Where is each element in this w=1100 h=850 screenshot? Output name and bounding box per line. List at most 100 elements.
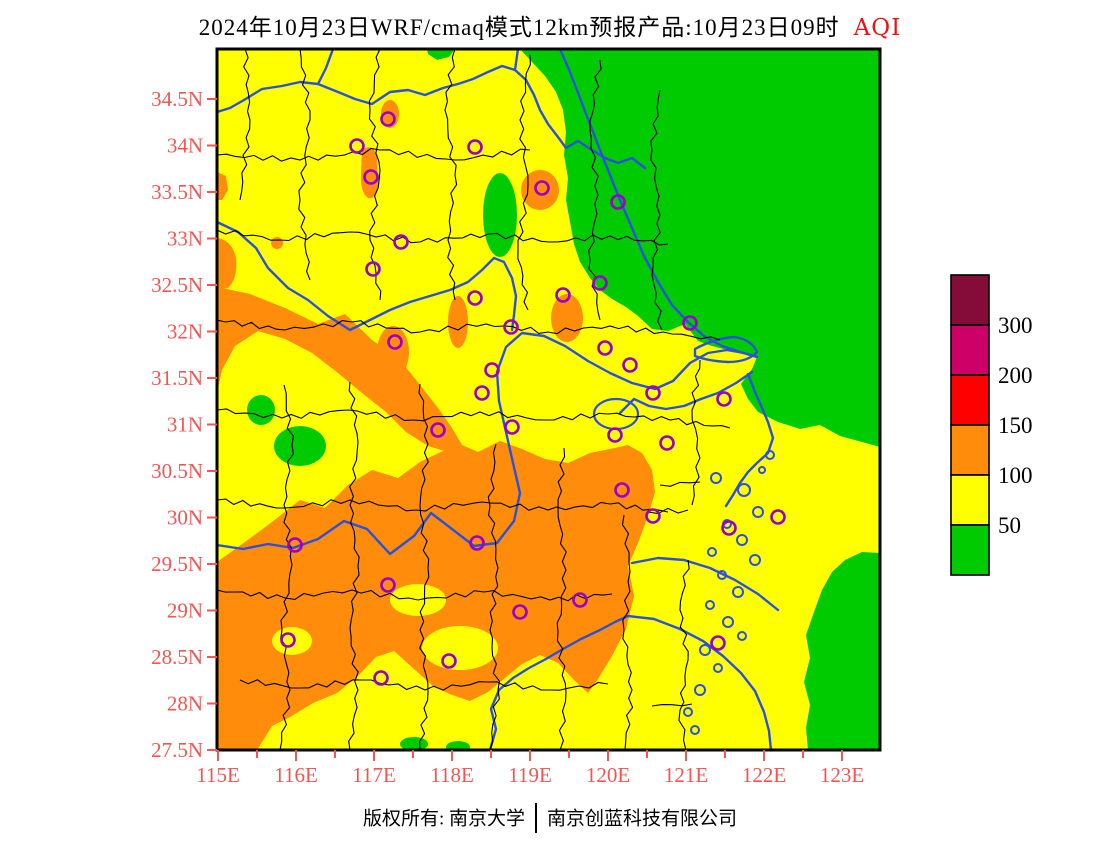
city-marker bbox=[365, 261, 381, 277]
county-boundary bbox=[517, 54, 531, 311]
county-boundary bbox=[217, 319, 721, 341]
legend-swatch bbox=[950, 524, 990, 576]
lat-tick-label: 30N bbox=[167, 506, 203, 530]
city-marker bbox=[280, 632, 296, 648]
copyright-footer: 版权所有: 南京大学 南京创蓝科技有限公司 bbox=[0, 803, 1100, 837]
island-outline bbox=[765, 450, 775, 460]
county-boundary bbox=[298, 49, 311, 281]
river bbox=[724, 372, 775, 508]
legend-label: 50 bbox=[998, 513, 1021, 538]
island-outline bbox=[717, 570, 727, 580]
city-marker bbox=[349, 138, 365, 154]
lat-tick-label: 28N bbox=[167, 692, 203, 716]
city-marker bbox=[607, 427, 623, 443]
city-marker bbox=[393, 234, 409, 250]
city-marker bbox=[467, 290, 483, 306]
river bbox=[217, 220, 518, 332]
city-marker bbox=[430, 422, 446, 438]
aqi-region bbox=[520, 49, 880, 447]
island-outline bbox=[690, 725, 700, 735]
city-marker bbox=[682, 315, 698, 331]
river bbox=[693, 335, 759, 364]
county-boundary bbox=[239, 49, 251, 201]
legend-label: 100 bbox=[998, 463, 1033, 488]
legend-swatch bbox=[950, 474, 990, 526]
island-outline bbox=[732, 586, 744, 598]
city-marker bbox=[572, 592, 588, 608]
city-marker bbox=[659, 435, 675, 451]
city-marker bbox=[504, 419, 520, 435]
island-outline bbox=[707, 547, 717, 557]
county-boundary bbox=[368, 49, 382, 301]
river bbox=[630, 556, 780, 612]
city-marker bbox=[469, 535, 485, 551]
lon-tick-label: 122E bbox=[742, 763, 786, 787]
island-outline bbox=[722, 616, 734, 628]
county-boundary bbox=[217, 147, 531, 162]
city-marker bbox=[387, 334, 403, 350]
aqi-region bbox=[551, 294, 583, 342]
island-outline bbox=[749, 554, 761, 566]
city-marker bbox=[484, 362, 500, 378]
island-outline bbox=[683, 707, 693, 717]
county-boundary bbox=[348, 381, 360, 750]
lat-tick-label: 34N bbox=[167, 134, 203, 158]
aqi-region bbox=[217, 172, 228, 200]
city-marker bbox=[373, 670, 389, 686]
city-marker bbox=[610, 194, 626, 210]
lat-tick-label: 33N bbox=[167, 227, 203, 251]
legend-label: 200 bbox=[998, 363, 1033, 388]
island-outline bbox=[737, 631, 747, 641]
aqi-region bbox=[217, 287, 462, 452]
copyright-text: 版权所有: 南京大学 bbox=[362, 808, 525, 830]
city-marker bbox=[645, 385, 661, 401]
river bbox=[626, 614, 773, 750]
legend-swatch bbox=[950, 274, 990, 326]
legend-swatch bbox=[950, 324, 990, 376]
city-marker bbox=[534, 180, 550, 196]
lat-tick-label: 27.5N bbox=[151, 738, 203, 762]
lat-tick-label: 29N bbox=[167, 599, 203, 623]
city-marker bbox=[503, 319, 519, 335]
city-marker bbox=[441, 653, 457, 669]
company-text: 南京创蓝科技有限公司 bbox=[547, 808, 738, 830]
river bbox=[618, 370, 754, 415]
county-boundary bbox=[279, 384, 294, 750]
lat-tick-label: 30.5N bbox=[151, 459, 203, 483]
lat-tick-label: 32.5N bbox=[151, 273, 203, 297]
city-marker bbox=[597, 340, 613, 356]
aqi-region bbox=[446, 741, 470, 750]
map-border bbox=[215, 47, 882, 752]
city-marker bbox=[380, 577, 396, 593]
footer-divider bbox=[535, 803, 537, 833]
lon-tick-label: 121E bbox=[664, 763, 708, 787]
lon-tick-label: 123E bbox=[820, 763, 864, 787]
lat-tick-label: 33.5N bbox=[151, 180, 203, 204]
island-outline bbox=[713, 663, 723, 673]
aqi-region bbox=[422, 626, 498, 670]
island-outline bbox=[737, 483, 751, 497]
aqi-region bbox=[483, 173, 517, 257]
city-marker bbox=[380, 111, 396, 127]
county-boundary bbox=[444, 49, 458, 301]
island-outline bbox=[694, 684, 706, 696]
city-marker bbox=[770, 509, 786, 525]
city-marker bbox=[512, 604, 528, 620]
lat-tick-label: 31N bbox=[167, 413, 203, 437]
lat-tick-label: 32N bbox=[167, 320, 203, 344]
county-boundary bbox=[556, 447, 567, 750]
lat-tick-label: 31.5N bbox=[151, 366, 203, 390]
lat-tick-label: 34.5N bbox=[151, 87, 203, 111]
lon-tick-label: 120E bbox=[586, 763, 630, 787]
aqi-region bbox=[274, 426, 326, 466]
island-outline bbox=[752, 506, 764, 518]
city-marker bbox=[592, 275, 608, 291]
lon-tick-label: 119E bbox=[508, 763, 552, 787]
county-boundary bbox=[691, 359, 701, 506]
city-marker bbox=[645, 508, 661, 524]
island-outline bbox=[736, 534, 748, 546]
aqi-region bbox=[247, 395, 275, 425]
aqi-region bbox=[427, 49, 455, 60]
city-marker bbox=[614, 482, 630, 498]
